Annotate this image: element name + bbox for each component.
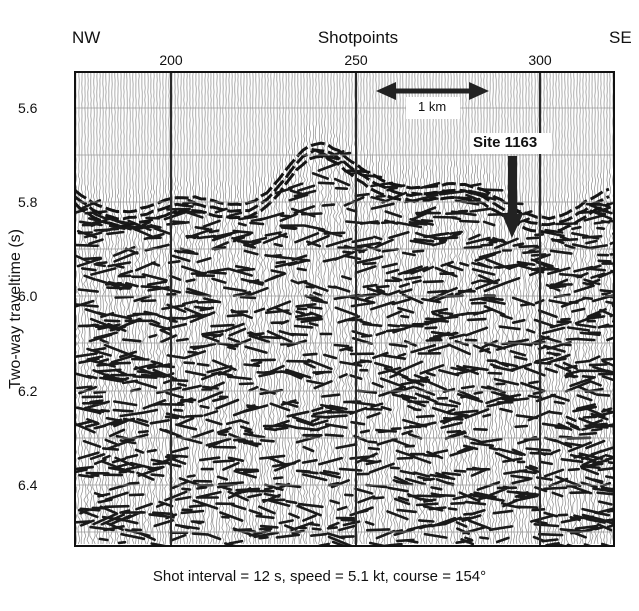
- scale-bar-label: 1 km: [418, 99, 447, 114]
- site-arrow-head: [502, 214, 523, 238]
- y-tick-label: 5.8: [18, 194, 38, 210]
- y-tick-label: 6.2: [18, 383, 38, 399]
- site-label: Site 1163: [473, 134, 538, 151]
- x-tick-label: 200: [159, 52, 183, 68]
- x-axis-title: Shotpoints: [317, 28, 399, 47]
- scale-bar-left-arrowhead: [376, 82, 396, 100]
- scale-bar: [376, 82, 489, 119]
- site-marker: [470, 133, 552, 238]
- seismic-grid: [75, 72, 614, 546]
- y-axis-title: Two-way traveltime (s): [7, 228, 24, 390]
- scale-bar-right-arrowhead: [469, 82, 489, 100]
- site-label-box: [470, 133, 552, 154]
- y-tick-label: 5.6: [18, 100, 38, 116]
- x-tick-label: 250: [344, 52, 368, 68]
- direction-left-label: NW: [72, 28, 101, 47]
- site-arrow-shaft: [508, 156, 517, 216]
- y-tick-label: 6.0: [18, 288, 38, 304]
- y-tick-label: 6.4: [18, 477, 38, 493]
- reflector-dashes: [75, 148, 614, 546]
- figure-caption: Shot interval = 12 s, speed = 5.1 kt, co…: [152, 568, 487, 585]
- x-tick-label: 300: [528, 52, 552, 68]
- scale-bar-label-box: [406, 97, 460, 119]
- direction-right-label: SE: [609, 28, 632, 47]
- seismic-reflectors: [75, 141, 614, 546]
- seismic-panel-frame: [74, 71, 615, 547]
